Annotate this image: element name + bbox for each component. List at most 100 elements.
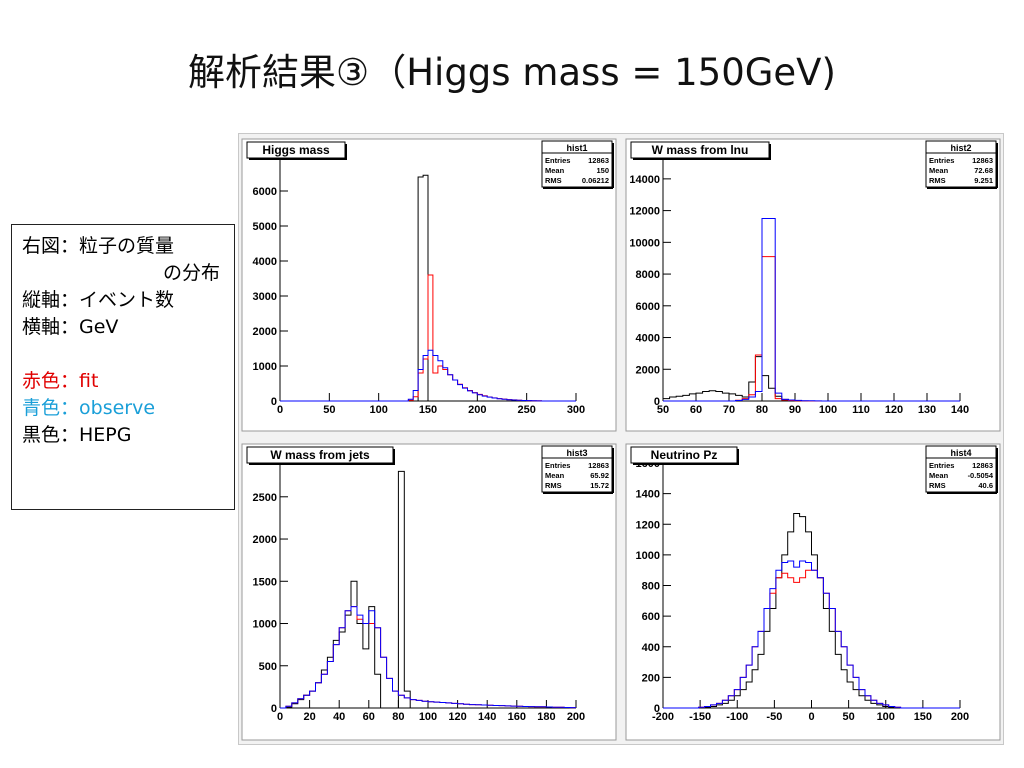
y-tick-label: 3000	[253, 291, 277, 303]
x-tick-label: 100	[819, 404, 837, 416]
legend-blue-key: 青色	[22, 397, 61, 419]
stats-name: hist4	[950, 448, 971, 458]
stats-name: hist2	[950, 143, 971, 153]
x-tick-label: 120	[885, 404, 903, 416]
y-tick-label: 1000	[253, 361, 277, 373]
stats-value: 0.06212	[582, 176, 609, 185]
legend-blue-observe: 青色：observe	[22, 395, 224, 422]
x-tick-label: 0	[277, 711, 283, 723]
x-tick-label: 250	[517, 404, 535, 416]
legend-red-value: ：fit	[60, 370, 99, 392]
stats-label: Entries	[545, 156, 570, 165]
x-tick-label: 40	[333, 711, 345, 723]
y-tick-label: 4000	[253, 256, 277, 268]
y-tick-label: 4000	[636, 333, 660, 345]
legend-line-description-cont: の分布	[162, 262, 220, 284]
x-tick-label: 180	[537, 711, 555, 723]
series-observe	[280, 349, 576, 402]
y-tick-label: 1200	[636, 519, 660, 531]
x-tick-label: 50	[843, 711, 855, 723]
y-tick-label: 1000	[253, 619, 277, 631]
x-tick-label: -200	[652, 711, 674, 723]
legend-red-fit: 赤色：fit	[22, 368, 224, 395]
stats-label: Entries	[545, 461, 570, 470]
legend-spacer	[22, 341, 224, 368]
y-tick-label: 6000	[253, 186, 277, 198]
x-tick-label: 160	[508, 711, 526, 723]
stats-name: hist3	[566, 448, 587, 458]
y-tick-label: 2000	[636, 364, 660, 376]
legend-black-key: 黒色	[22, 424, 61, 446]
stats-value: 72.68	[974, 166, 993, 175]
x-tick-label: 300	[567, 404, 585, 416]
x-tick-label: 60	[690, 404, 702, 416]
legend-line-description: 右図：粒子の質量	[22, 235, 175, 257]
x-tick-label: 50	[323, 404, 335, 416]
stats-label: Entries	[929, 461, 954, 470]
x-tick-label: 100	[877, 711, 895, 723]
stats-label: RMS	[545, 176, 562, 185]
y-tick-label: 1500	[253, 576, 277, 588]
stats-box	[925, 140, 997, 188]
y-tick-label: 600	[642, 611, 660, 623]
stats-box	[541, 445, 613, 493]
y-tick-label: 0	[271, 396, 277, 408]
x-tick-label: 50	[657, 404, 669, 416]
x-tick-label: 200	[951, 711, 969, 723]
x-tick-label: 140	[951, 404, 969, 416]
histogram-title: Higgs mass	[262, 143, 330, 157]
legend-line-x-axis: 横軸：GeV	[22, 316, 119, 338]
stats-label: Mean	[929, 166, 949, 175]
stats-value: 12863	[588, 156, 609, 165]
y-tick-label: 5000	[253, 221, 277, 233]
y-tick-label: 2500	[253, 492, 277, 504]
y-tick-label: 2000	[253, 326, 277, 338]
x-tick-label: 0	[277, 404, 283, 416]
x-tick-label: 140	[478, 711, 496, 723]
histogram-title: W mass from lnu	[652, 143, 749, 157]
x-tick-label: 200	[567, 711, 585, 723]
y-tick-label: 0	[654, 396, 660, 408]
histogram-title: W mass from jets	[270, 448, 370, 462]
stats-value: 150	[596, 166, 609, 175]
stats-label: Mean	[545, 166, 565, 175]
stats-label: Mean	[929, 471, 949, 480]
stats-label: RMS	[929, 176, 946, 185]
stats-value: 9.251	[974, 176, 993, 185]
y-tick-label: 8000	[636, 269, 660, 281]
stats-label: Mean	[545, 471, 565, 480]
histogram-1: 0 1000 2000 3000 4000 5000 6000 0 50 100 150 200 250…	[241, 138, 617, 432]
x-tick-label: 0	[808, 711, 814, 723]
stats-value: -0.5054	[968, 471, 994, 480]
x-tick-label: 150	[419, 404, 437, 416]
x-tick-label: 200	[468, 404, 486, 416]
legend-black-value: ：HEPG	[60, 424, 132, 446]
x-tick-label: 110	[852, 404, 870, 416]
stats-value: 15.72	[590, 481, 609, 490]
stats-value: 12863	[588, 461, 609, 470]
legend-line-y-axis: 縦軸：イベント数	[22, 289, 175, 311]
x-tick-label: 100	[369, 404, 387, 416]
x-tick-label: -100	[726, 711, 748, 723]
legend-blue-value: ：observe	[60, 397, 156, 419]
y-tick-label: 6000	[636, 301, 660, 313]
x-tick-label: 120	[448, 711, 466, 723]
y-tick-label: 200	[642, 672, 660, 684]
stats-value: 12863	[972, 461, 993, 470]
histogram-2: 0 2000 4000 6000 8000 10000 12000 14000 50 60 70 80…	[625, 138, 1001, 432]
legend-black-hepg: 黒色：HEPG	[22, 422, 224, 449]
stats-value: 12863	[972, 156, 993, 165]
stats-label: RMS	[929, 481, 946, 490]
stats-label: Entries	[929, 156, 954, 165]
y-tick-label: 500	[259, 661, 277, 673]
y-tick-label: 800	[642, 581, 660, 593]
x-tick-label: -50	[766, 711, 782, 723]
y-tick-label: 400	[642, 642, 660, 654]
x-tick-label: 100	[419, 711, 437, 723]
x-tick-label: 20	[303, 711, 315, 723]
legend-box: 右図：粒子の質量 の分布 縦軸：イベント数 横軸：GeV 赤色：fit 青色：o…	[11, 224, 235, 510]
slide-title: 解析結果③（Higgs mass = 150GeV)	[188, 51, 836, 94]
histogram-title: Neutrino Pz	[651, 448, 718, 462]
x-tick-label: 90	[789, 404, 801, 416]
